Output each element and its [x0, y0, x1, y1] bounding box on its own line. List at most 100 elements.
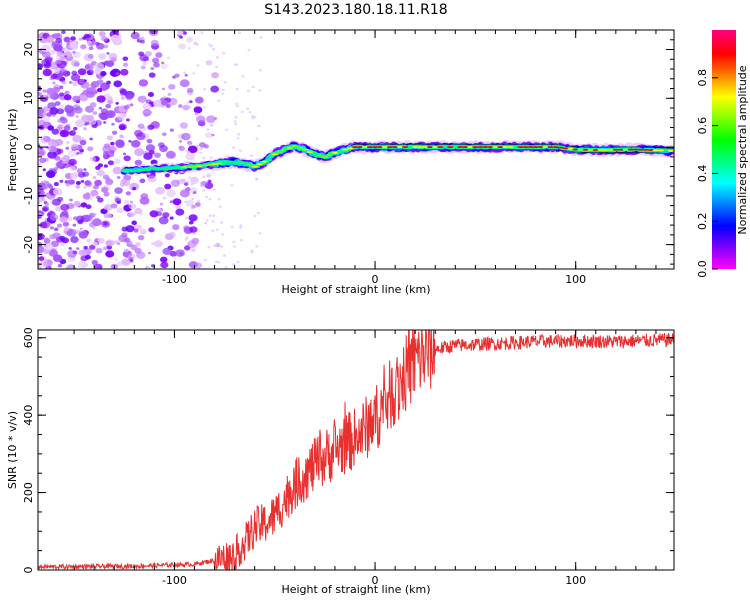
colorbar-tick-label: 0.2: [696, 212, 709, 230]
spectrogram-noise-cell: [139, 178, 146, 184]
spectrogram-ridge-cell: [176, 167, 184, 170]
spectrogram-noise-cell: [56, 59, 62, 65]
spectrogram-noise-cell: [149, 30, 158, 35]
spectrogram-noise-cell: [80, 81, 90, 89]
spectrogram-noise-cell: [212, 48, 216, 51]
spectrogram-y-tick-label: -20: [22, 236, 35, 254]
spectrogram-noise-cell: [142, 109, 152, 117]
spectrogram-noise-cell: [71, 70, 78, 76]
spectrogram-noise-cell: [92, 176, 97, 180]
spectrogram-noise-cell: [187, 176, 191, 179]
spectrogram-ridge-core: [562, 147, 569, 150]
spectrogram-noise-cell: [39, 157, 47, 164]
spectrogram-noise-cell: [118, 123, 127, 131]
spectrogram-noise-cell: [223, 80, 227, 84]
spectrogram-x-tick-label: -100: [162, 273, 187, 286]
spectrogram-ridge-core: [497, 146, 504, 148]
spectrogram-ridge-core: [592, 149, 599, 151]
spectrogram-noise-cell: [89, 137, 93, 141]
spectrogram-noise-cell: [121, 226, 128, 232]
spectrogram-noise-cell: [129, 182, 140, 191]
spectrogram-ridge-core: [286, 146, 293, 149]
spectrogram-noise-cell: [38, 245, 45, 254]
spectrogram-noise-cell: [89, 156, 97, 162]
spectrogram-noise-cell: [95, 165, 101, 171]
spectrogram-ridge-core: [582, 148, 589, 151]
spectrogram-noise-cell: [167, 92, 172, 96]
spectrogram-noise-cell: [133, 228, 139, 233]
spectrogram-noise-cell: [139, 196, 150, 205]
spectrogram-noise-cell: [88, 46, 94, 51]
spectrogram-noise-cell: [79, 139, 87, 146]
spectrogram-noise-cell: [130, 31, 140, 40]
spectrogram-noise-cell: [129, 211, 136, 217]
spectrogram-noise-cell: [116, 112, 127, 121]
spectrogram-noise-cell: [238, 226, 242, 229]
spectrogram-noise-cell: [213, 117, 218, 120]
spectrogram-noise-cell: [120, 178, 127, 184]
colorbar-gradient: [712, 30, 736, 269]
spectrogram-noise-cell: [72, 250, 78, 255]
spectrogram-noise-cell: [259, 36, 263, 39]
spectrogram-noise-cell: [78, 249, 87, 256]
spectrogram-ridge-core: [391, 146, 399, 148]
spectrogram-noise-cell: [187, 145, 198, 154]
spectrogram-noise-cell: [215, 228, 219, 231]
spectrogram-ridge-core: [191, 165, 198, 168]
spectrogram-noise-cell: [194, 262, 203, 269]
spectrogram-ridge-core: [376, 146, 384, 148]
spectrogram-noise-cell: [72, 81, 79, 87]
spectrogram-noise-cell: [251, 116, 255, 120]
spectrogram-noise-cell: [71, 130, 76, 134]
spectrogram-noise-cell: [188, 214, 198, 222]
spectrogram-noise-cell: [105, 176, 111, 182]
spectrogram-noise-cell: [38, 148, 46, 157]
spectrogram-noise-cell: [159, 145, 168, 153]
spectrogram-noise-cell: [50, 240, 59, 248]
spectrogram-noise-cell: [164, 183, 172, 190]
spectrogram-noise-cell: [105, 60, 115, 68]
spectrogram-ridge-core: [507, 146, 514, 148]
spectrogram-ridge-core: [457, 146, 464, 148]
spectrogram-ridge-core: [386, 146, 394, 148]
spectrogram-noise-cell: [186, 37, 193, 43]
spectrogram-ridge-core: [331, 152, 339, 154]
spectrogram-noise-cell: [125, 225, 135, 233]
spectrogram-noise-cell: [175, 249, 185, 257]
spectrogram-noise-cell: [48, 197, 53, 201]
spectrogram-ridge-core: [381, 146, 389, 148]
spectrogram-y-axis-label: Frequency (Hz): [6, 109, 19, 192]
spectrogram-noise-cell: [38, 144, 41, 148]
spectrogram-noise-cell: [84, 64, 91, 70]
spectrogram-noise-cell: [162, 212, 170, 218]
spectrogram-noise-cell: [61, 30, 66, 35]
spectrogram-noise-cell: [45, 146, 49, 149]
spectrogram-noise-cell: [210, 44, 214, 48]
spectrogram-noise-cell: [75, 115, 79, 118]
spectrogram-noise-cell: [72, 95, 81, 103]
spectrogram-noise-cell: [189, 226, 198, 233]
spectrogram-noise-cell: [113, 80, 123, 88]
spectrogram-ridge-core: [482, 146, 489, 148]
spectrogram-noise-cell: [101, 35, 108, 42]
spectrogram-noise-cell: [213, 244, 217, 248]
spectrogram-noise-cell: [47, 102, 56, 110]
spectrogram-noise-cell: [200, 31, 204, 34]
spectrogram-ridge-core: [652, 149, 660, 152]
spectrogram-noise-cell: [55, 205, 62, 212]
spectrogram-noise-cell: [86, 238, 92, 243]
spectrogram-y-tick-label: 10: [22, 91, 35, 105]
spectrogram-ridge-core: [291, 145, 299, 147]
spectrogram-ridge-core: [462, 146, 469, 148]
spectrogram-noise-cell: [192, 232, 196, 236]
spectrogram-noise-cell: [215, 56, 219, 59]
spectrogram-noise-cell: [44, 237, 50, 243]
spectrogram-ridge-core: [502, 146, 509, 148]
spectrogram-ridge-core: [612, 148, 620, 151]
spectrogram-noise-cell: [64, 73, 69, 77]
spectrogram-ridge-outline: [350, 144, 355, 146]
spectrogram-noise-cell: [94, 263, 103, 269]
spectrogram-ridge-core: [622, 148, 630, 151]
spectrogram-noise-cell: [70, 59, 80, 67]
spectrogram-noise-cell: [178, 140, 183, 143]
